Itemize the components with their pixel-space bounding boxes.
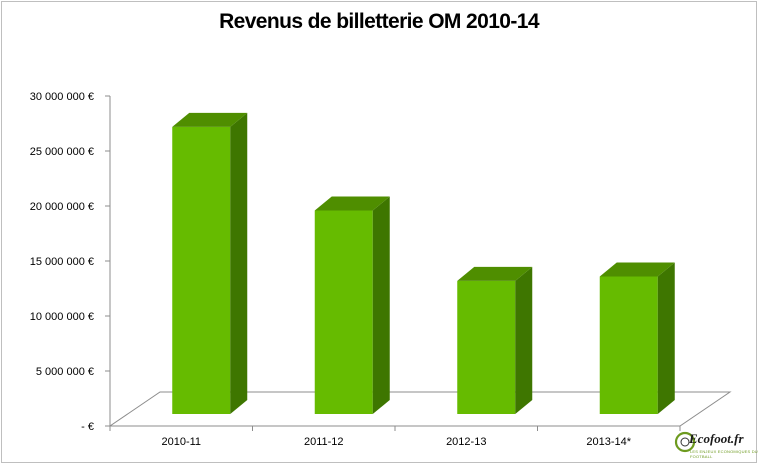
- bar-2011-12: [314, 196, 390, 414]
- bar-front-face: [599, 276, 658, 414]
- bar-top-face: [172, 112, 248, 127]
- y-tick-label: 20 000 000 €: [30, 201, 94, 213]
- ecofoot-logo-text: Ecofoot.fr: [689, 431, 744, 446]
- chart-axes: - € 5 000 000 € 10 000 000 € 15 000 000 € 20…: [30, 91, 681, 448]
- bar-side-face: [372, 196, 390, 414]
- y-tick-label: 25 000 000 €: [30, 146, 94, 158]
- bar-side-face: [230, 112, 248, 415]
- x-tick-label: 2012-13: [446, 436, 486, 448]
- chart-bars: [172, 112, 675, 415]
- bar-side-face: [657, 262, 675, 414]
- bar-front-face: [314, 210, 373, 414]
- y-tick-label: 30 000 000 €: [30, 91, 94, 103]
- y-tick-label: - €: [81, 421, 94, 433]
- y-tick-label: 5 000 000 €: [36, 366, 94, 378]
- bar-side-face: [515, 266, 533, 414]
- chart-title: Revenus de billetterie OM 2010-14: [219, 10, 539, 33]
- bar-2010-11: [172, 112, 248, 415]
- ball-icon: [680, 437, 690, 447]
- x-tick-label: 2010-11: [161, 436, 201, 448]
- ball-swoosh-icon: [674, 431, 696, 453]
- y-tick-label: 10 000 000 €: [30, 311, 94, 323]
- x-tick-label: 2013-14*: [586, 436, 631, 448]
- bar-2013-14*: [599, 262, 675, 414]
- bar-front-face: [172, 126, 231, 415]
- chart-floor: [108, 391, 732, 427]
- x-tick-label: 2011-12: [304, 436, 344, 448]
- chart-floor-plane: [108, 391, 732, 427]
- bar-top-face: [457, 266, 533, 281]
- bar-2012-13: [457, 266, 533, 414]
- y-tick-label: 15 000 000 €: [30, 256, 94, 268]
- ecofoot-logo-tagline: LES ENJEUX ECONOMIQUES DU FOOTBALL: [690, 449, 758, 459]
- bar-top-face: [314, 196, 390, 211]
- bar-front-face: [457, 280, 516, 414]
- ecofoot-logo: [674, 431, 696, 453]
- bar-top-face: [599, 262, 675, 277]
